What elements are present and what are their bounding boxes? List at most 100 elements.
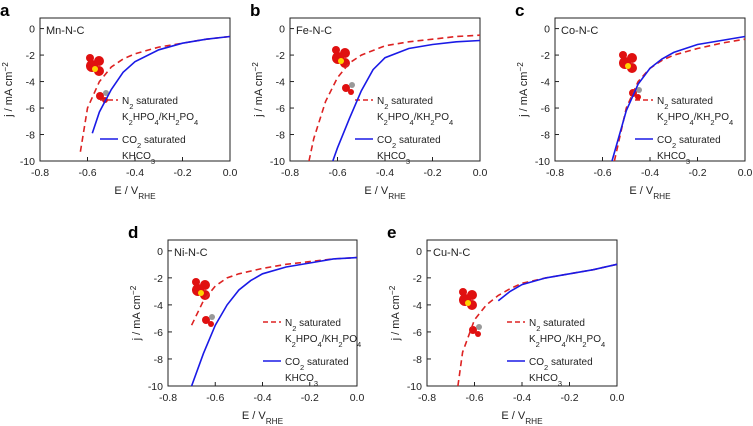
molecule-icon [340, 48, 350, 58]
legend-label-part: 2 [544, 363, 548, 372]
y-axis-label-part: −2 [516, 62, 525, 72]
molecule-icon [198, 290, 204, 296]
legend-label-part: 2 [338, 340, 342, 349]
legend-label-part: KHCO [285, 373, 314, 384]
x-tick-label: 0.0 [223, 167, 238, 179]
legend-label: K2HPO4/KH2PO4 [122, 112, 198, 127]
x-axis-label-part: RHE [388, 192, 406, 201]
molecule-icon [465, 300, 471, 306]
legend-label: CO2 saturated [529, 357, 593, 372]
legend-label: KHCO3 [657, 151, 690, 166]
legend-label: KHCO3 [377, 151, 410, 166]
molecule-icon [475, 331, 481, 337]
y-axis-label-part: j / mA cm [131, 295, 143, 341]
y-tick-label: -6 [276, 103, 285, 115]
x-axis-label: E / VRHE [629, 185, 671, 201]
molecule-icon [467, 290, 477, 300]
x-axis-label-part: RHE [266, 417, 284, 426]
legend-label-part: HPO [540, 334, 562, 345]
y-axis-label-part: j / mA cm [518, 72, 530, 118]
legend-label-part: 3 [558, 379, 562, 388]
legend-label-part: saturated [548, 357, 592, 368]
x-tick-label: -0.8 [281, 167, 299, 179]
x-tick-label: -0.2 [688, 167, 706, 179]
legend-label-part: N [122, 96, 129, 107]
y-tick-label: -4 [541, 77, 550, 89]
legend-label-part: /KH [322, 334, 339, 345]
legend-label-part: 4 [155, 118, 159, 127]
legend-label-part: /KH [414, 112, 431, 123]
x-tick-label: -0.4 [641, 167, 659, 179]
y-tick-label: -8 [276, 130, 285, 142]
legend-label-part: 2 [664, 118, 668, 127]
x-axis-label-part: E / V [242, 410, 267, 422]
y-tick-label: -4 [154, 300, 163, 312]
legend-label-part: N [529, 318, 536, 329]
legend-label-part: 3 [314, 379, 318, 388]
x-axis-label: E / VRHE [501, 410, 543, 426]
legend-label: N2 saturated [377, 96, 433, 111]
y-axis-label-part: −2 [1, 62, 10, 72]
legend-label-part: KHCO [377, 151, 406, 162]
legend-label-part: 2 [672, 141, 676, 150]
series-line [613, 38, 746, 162]
legend-label-part: saturated [388, 96, 432, 107]
legend-label: K2HPO4/KH2PO4 [529, 334, 605, 349]
legend-label-part: 2 [292, 340, 296, 349]
legend-label-part: K [285, 334, 292, 345]
panel-letter: a [0, 1, 10, 20]
legend-label-part: saturated [540, 318, 584, 329]
molecule-icon [635, 94, 641, 100]
legend-label: K2HPO4/KH2PO4 [657, 112, 733, 127]
legend-label-part: 2 [129, 102, 133, 111]
legend-label: N2 saturated [529, 318, 585, 333]
y-axis-label-part: j / mA cm [253, 72, 265, 118]
legend-label-part: CO [657, 135, 672, 146]
legend-label-part: saturated [396, 135, 440, 146]
x-tick-label: 0.0 [350, 392, 365, 404]
series-line [91, 35, 231, 134]
x-tick-label: -0.8 [31, 167, 49, 179]
molecule-icon [94, 56, 104, 66]
x-tick-label: 0.0 [610, 392, 625, 404]
y-tick-label: -6 [541, 103, 550, 115]
legend-label-part: 4 [729, 118, 733, 127]
legend-label-part: 2 [582, 340, 586, 349]
x-tick-label: 0.0 [738, 167, 753, 179]
legend-label-part: HPO [296, 334, 318, 345]
legend-label-part: PO [435, 112, 450, 123]
legend-label-part: KHCO [529, 373, 558, 384]
molecule-icon [459, 288, 467, 296]
legend-label-part: K [529, 334, 536, 345]
legend-label-part: N [285, 318, 292, 329]
legend-label-part: /KH [694, 112, 711, 123]
molecule-icon [332, 46, 340, 54]
molecule-icon [349, 82, 355, 88]
legend-label-part: 4 [601, 340, 605, 349]
legend-label: CO2 saturated [657, 135, 721, 150]
molecule-icon [619, 51, 627, 59]
y-axis-label: j / mA cm−2 [251, 62, 266, 118]
x-tick-label: -0.8 [159, 392, 177, 404]
y-tick-label: -2 [413, 273, 422, 285]
molecule-icon [192, 278, 200, 286]
x-tick-label: -0.6 [328, 167, 346, 179]
legend-label: CO2 saturated [122, 135, 186, 150]
legend-label-part: PO [343, 334, 358, 345]
panel-letter: c [515, 1, 524, 20]
molecule-icon [208, 321, 214, 327]
y-axis-label: j / mA cm−2 [1, 62, 16, 118]
x-tick-label: 0.0 [473, 167, 488, 179]
legend-label-part: 4 [690, 118, 694, 127]
y-tick-label: -8 [154, 354, 163, 366]
legend-label-part: 2 [300, 363, 304, 372]
molecule-icon [103, 90, 109, 96]
series-line [308, 34, 481, 162]
y-axis-label-part: j / mA cm [390, 295, 402, 341]
y-axis-label-part: j / mA cm [3, 72, 15, 118]
series-line [190, 256, 358, 387]
legend-label-part: /KH [159, 112, 176, 123]
y-axis-label: j / mA cm−2 [516, 62, 531, 118]
legend-label-part: 2 [129, 118, 133, 127]
legend-label-part: saturated [676, 135, 720, 146]
